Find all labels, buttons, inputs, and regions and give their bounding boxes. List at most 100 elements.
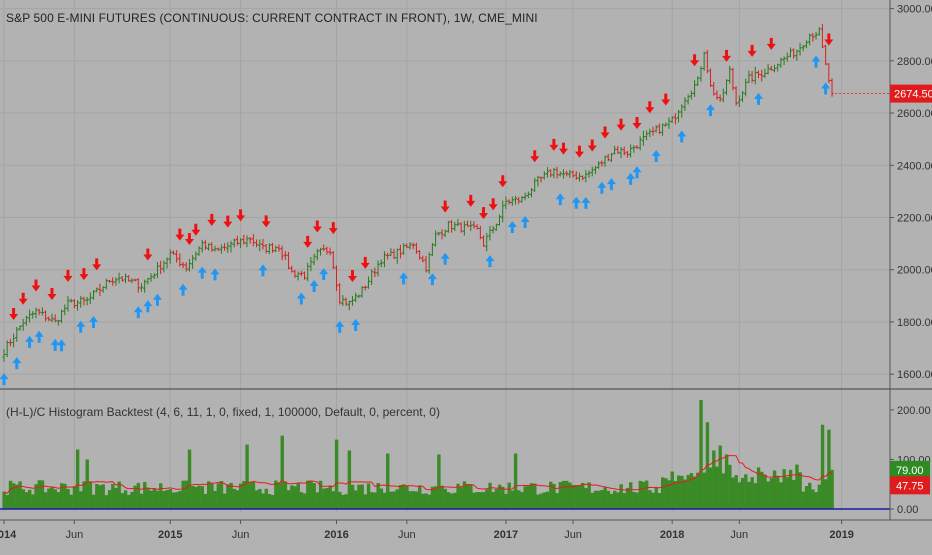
ohlc-bar[interactable] bbox=[354, 292, 358, 303]
ohlc-bar[interactable] bbox=[635, 145, 639, 149]
ohlc-bar[interactable] bbox=[338, 282, 342, 305]
histogram-bar[interactable] bbox=[34, 484, 38, 509]
ohlc-bar[interactable] bbox=[545, 167, 550, 178]
histogram-bar[interactable] bbox=[731, 477, 735, 509]
ohlc-bar[interactable] bbox=[782, 56, 786, 66]
histogram-bar[interactable] bbox=[724, 454, 729, 509]
histogram-bar[interactable] bbox=[689, 473, 694, 509]
ohlc-bar[interactable] bbox=[366, 276, 371, 289]
histogram-bar[interactable] bbox=[293, 486, 297, 509]
histogram-bar[interactable] bbox=[817, 484, 822, 509]
histogram-bar[interactable] bbox=[561, 480, 566, 509]
histogram-bar[interactable] bbox=[366, 483, 371, 509]
ohlc-bar[interactable] bbox=[587, 170, 591, 178]
ohlc-bar[interactable] bbox=[814, 31, 818, 40]
histogram-bar[interactable] bbox=[270, 494, 275, 509]
ohlc-bar[interactable] bbox=[15, 327, 19, 342]
indicator-pane[interactable] bbox=[0, 399, 890, 510]
ohlc-bar[interactable] bbox=[168, 249, 172, 264]
histogram-bar[interactable] bbox=[66, 489, 70, 509]
histogram-bar[interactable] bbox=[718, 445, 722, 509]
histogram-bar[interactable] bbox=[162, 490, 166, 509]
ohlc-bar[interactable] bbox=[408, 242, 412, 250]
histogram-bar[interactable] bbox=[338, 491, 342, 509]
ohlc-bar[interactable] bbox=[143, 279, 147, 293]
ohlc-bar[interactable] bbox=[392, 248, 396, 260]
ohlc-bar[interactable] bbox=[235, 235, 239, 246]
histogram-bar[interactable] bbox=[504, 493, 508, 509]
histogram-bar[interactable] bbox=[533, 483, 537, 509]
ohlc-bar[interactable] bbox=[609, 152, 614, 163]
histogram-bar[interactable] bbox=[740, 477, 745, 509]
ohlc-bar[interactable] bbox=[497, 214, 502, 226]
ohlc-bar[interactable] bbox=[286, 251, 291, 270]
histogram-bar[interactable] bbox=[290, 485, 294, 509]
ohlc-bar[interactable] bbox=[171, 250, 176, 255]
ohlc-bar[interactable] bbox=[542, 171, 546, 180]
histogram-bar[interactable] bbox=[98, 485, 102, 509]
histogram-bar[interactable] bbox=[226, 484, 230, 509]
histogram-bar[interactable] bbox=[421, 493, 425, 509]
histogram-bar[interactable] bbox=[360, 484, 364, 509]
ohlc-bar[interactable] bbox=[507, 199, 511, 205]
ohlc-bar[interactable] bbox=[91, 290, 96, 300]
histogram-bar[interactable] bbox=[465, 484, 470, 509]
histogram-bar[interactable] bbox=[798, 472, 802, 509]
ohlc-bar[interactable] bbox=[456, 219, 460, 227]
ohlc-bar[interactable] bbox=[127, 275, 131, 282]
ohlc-bar[interactable] bbox=[424, 255, 428, 273]
ohlc-bar[interactable] bbox=[453, 221, 457, 232]
ohlc-bar[interactable] bbox=[734, 86, 738, 106]
ohlc-bar[interactable] bbox=[801, 44, 805, 52]
ohlc-bar[interactable] bbox=[680, 104, 684, 118]
ohlc-bar[interactable] bbox=[779, 57, 783, 68]
histogram-bar[interactable] bbox=[763, 474, 767, 509]
histogram-bar[interactable] bbox=[517, 490, 521, 509]
histogram-bar[interactable] bbox=[328, 485, 332, 509]
ohlc-bar[interactable] bbox=[341, 295, 345, 307]
histogram-bar[interactable] bbox=[629, 482, 633, 509]
histogram-bar[interactable] bbox=[414, 491, 419, 509]
histogram-bar[interactable] bbox=[286, 490, 291, 509]
histogram-bar[interactable] bbox=[747, 481, 751, 509]
histogram-bar[interactable] bbox=[235, 490, 240, 509]
histogram-bar[interactable] bbox=[440, 485, 444, 509]
ohlc-bar[interactable] bbox=[283, 251, 287, 260]
ohlc-bar[interactable] bbox=[817, 27, 821, 36]
ohlc-bar[interactable] bbox=[21, 318, 25, 331]
histogram-bar[interactable] bbox=[776, 476, 780, 509]
histogram-bar[interactable] bbox=[254, 490, 259, 509]
histogram-bar[interactable] bbox=[181, 480, 185, 509]
ohlc-bar[interactable] bbox=[622, 146, 626, 156]
histogram-bar[interactable] bbox=[389, 491, 393, 509]
histogram-bar[interactable] bbox=[558, 482, 563, 509]
histogram-bar[interactable] bbox=[705, 422, 710, 509]
ohlc-bar[interactable] bbox=[437, 231, 441, 236]
histogram-bar[interactable] bbox=[63, 483, 67, 509]
ohlc-bar[interactable] bbox=[673, 113, 677, 125]
histogram-bar[interactable] bbox=[590, 492, 595, 509]
histogram-bar[interactable] bbox=[712, 450, 716, 509]
ohlc-bar[interactable] bbox=[347, 300, 351, 311]
histogram-bar[interactable] bbox=[382, 492, 387, 509]
ohlc-bar[interactable] bbox=[465, 220, 470, 227]
histogram-bar[interactable] bbox=[686, 474, 690, 509]
ohlc-bar[interactable] bbox=[213, 245, 217, 252]
histogram-bar[interactable] bbox=[59, 483, 64, 509]
histogram-bar[interactable] bbox=[830, 469, 834, 509]
ohlc-bar[interactable] bbox=[130, 278, 134, 284]
histogram-bar[interactable] bbox=[251, 481, 256, 509]
histogram-bar[interactable] bbox=[481, 492, 486, 509]
ohlc-bar[interactable] bbox=[203, 240, 208, 250]
ohlc-bar[interactable] bbox=[472, 221, 476, 229]
histogram-bar[interactable] bbox=[395, 489, 400, 509]
histogram-bar[interactable] bbox=[696, 472, 700, 509]
histogram-bar[interactable] bbox=[120, 493, 125, 509]
ohlc-bar[interactable] bbox=[56, 319, 60, 326]
histogram-bar[interactable] bbox=[350, 484, 355, 509]
histogram-bar[interactable] bbox=[462, 481, 467, 509]
ohlc-bar[interactable] bbox=[293, 269, 297, 278]
histogram-bar[interactable] bbox=[398, 485, 403, 509]
ohlc-bar[interactable] bbox=[667, 117, 671, 129]
ohlc-bar[interactable] bbox=[606, 154, 610, 162]
